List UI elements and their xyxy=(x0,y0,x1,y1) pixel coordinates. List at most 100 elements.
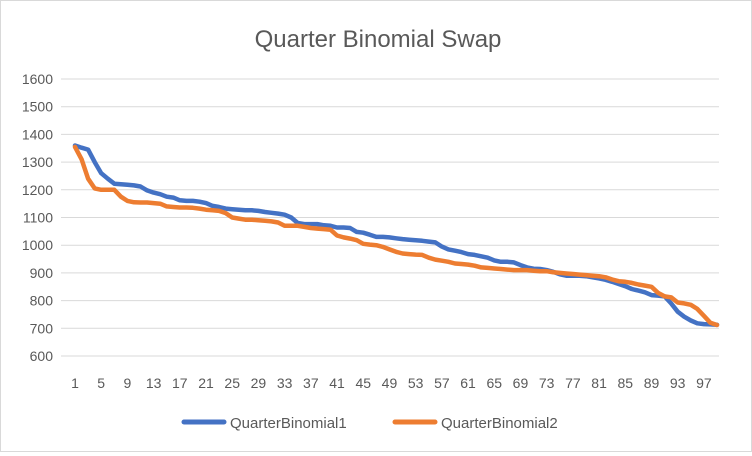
x-tick-label: 81 xyxy=(591,375,607,391)
data-point xyxy=(552,271,554,273)
data-point xyxy=(703,315,705,317)
data-point xyxy=(349,238,351,240)
y-axis-ticks: 600 700 800 900 1000 1100 1200 1300 1400 1500 1600 xyxy=(22,71,53,364)
data-point xyxy=(225,212,227,214)
data-point xyxy=(205,209,207,211)
data-point xyxy=(493,268,495,269)
data-point xyxy=(94,161,96,163)
data-point xyxy=(533,270,535,272)
y-tick-label: 1600 xyxy=(22,71,53,87)
data-point xyxy=(467,264,469,266)
data-point xyxy=(257,210,259,212)
data-point xyxy=(166,196,168,198)
x-tick-label: 45 xyxy=(355,375,371,391)
data-point xyxy=(251,219,253,221)
data-point xyxy=(402,238,404,240)
data-point xyxy=(100,189,102,191)
data-point xyxy=(637,290,639,292)
data-point xyxy=(199,208,200,210)
y-tick-label: 1200 xyxy=(22,182,53,198)
data-point xyxy=(382,236,384,238)
data-point xyxy=(316,228,318,230)
data-point xyxy=(434,241,436,243)
data-point xyxy=(559,272,561,274)
data-point xyxy=(651,294,652,296)
data-point xyxy=(179,207,181,208)
data-point xyxy=(277,213,279,215)
data-point xyxy=(513,269,515,271)
series-line-1 xyxy=(72,143,720,327)
data-point xyxy=(454,250,456,252)
data-point xyxy=(238,218,240,220)
data-point xyxy=(657,292,659,294)
data-point xyxy=(126,200,128,202)
data-point xyxy=(428,257,430,259)
data-point xyxy=(644,285,646,287)
data-point xyxy=(670,296,672,298)
data-point xyxy=(251,209,253,211)
data-point xyxy=(375,236,377,238)
data-point xyxy=(316,223,318,225)
data-point xyxy=(388,236,390,238)
x-tick-label: 57 xyxy=(434,375,450,391)
data-point xyxy=(336,235,338,236)
data-point xyxy=(506,269,508,271)
data-point xyxy=(434,259,436,261)
data-point xyxy=(199,201,200,203)
y-tick-label: 1500 xyxy=(22,99,53,115)
data-point xyxy=(487,267,489,269)
data-point xyxy=(415,254,417,256)
data-point xyxy=(454,263,456,264)
y-tick-label: 700 xyxy=(30,320,54,336)
series-2 xyxy=(72,144,720,328)
data-point xyxy=(330,225,331,227)
data-point xyxy=(146,202,148,203)
x-tick-label: 29 xyxy=(251,375,267,391)
data-point xyxy=(683,316,685,318)
data-point xyxy=(107,189,109,191)
data-point xyxy=(388,248,390,250)
data-point xyxy=(644,291,646,293)
data-point xyxy=(618,280,620,282)
x-tick-label: 65 xyxy=(486,375,502,391)
data-point xyxy=(133,201,135,203)
data-point xyxy=(277,222,279,223)
data-point xyxy=(375,244,377,246)
x-tick-label: 5 xyxy=(97,375,105,391)
data-point xyxy=(271,220,272,222)
data-point xyxy=(100,172,102,174)
data-point xyxy=(585,274,587,276)
data-point xyxy=(637,284,639,285)
y-tick-label: 1300 xyxy=(22,154,53,170)
x-tick-label: 69 xyxy=(513,375,529,391)
data-point xyxy=(461,251,462,253)
y-tick-label: 900 xyxy=(30,265,54,281)
data-point xyxy=(192,207,194,209)
data-point xyxy=(696,308,698,310)
data-point xyxy=(683,302,685,304)
data-point xyxy=(231,208,233,210)
data-point xyxy=(343,236,345,238)
data-point xyxy=(402,253,404,254)
y-tick-label: 800 xyxy=(30,293,54,309)
data-point xyxy=(395,237,397,239)
series-1 xyxy=(72,143,720,327)
data-point xyxy=(126,184,128,186)
data-point xyxy=(631,288,633,290)
data-point xyxy=(74,146,76,148)
data-point xyxy=(238,209,240,211)
data-point xyxy=(631,282,633,284)
x-tick-label: 73 xyxy=(539,375,555,391)
data-point xyxy=(297,225,299,227)
data-point xyxy=(500,268,502,270)
data-point xyxy=(192,200,194,202)
x-tick-label: 89 xyxy=(644,375,660,391)
data-point xyxy=(611,279,613,280)
data-point xyxy=(474,254,476,256)
data-point xyxy=(290,217,292,218)
data-point xyxy=(677,302,679,303)
data-point xyxy=(526,269,528,271)
data-point xyxy=(480,255,482,257)
